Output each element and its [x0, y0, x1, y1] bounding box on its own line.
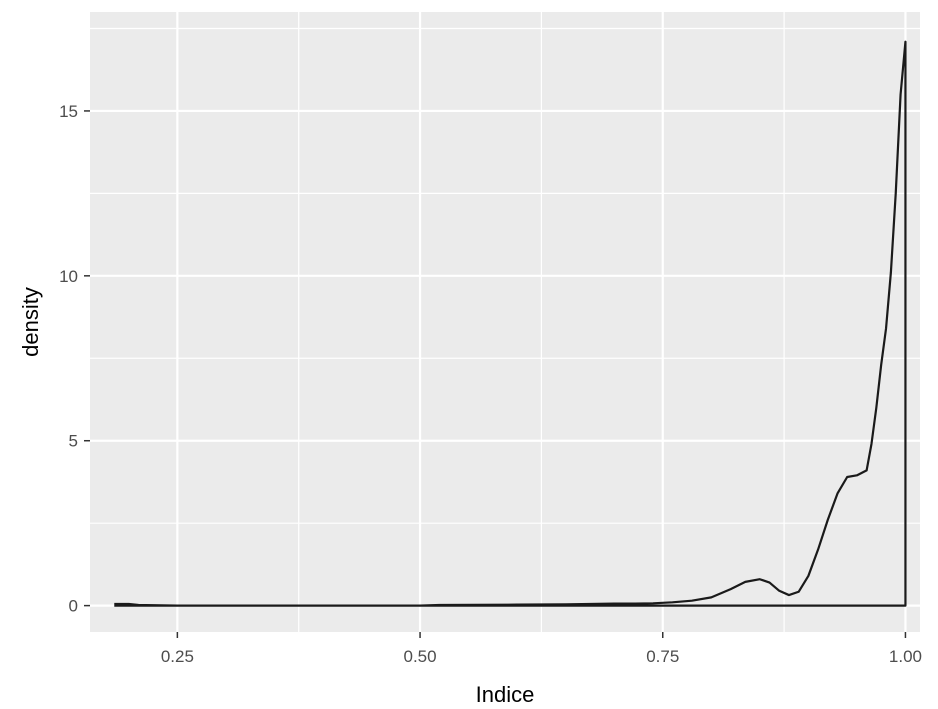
y-axis-title: density [18, 287, 43, 357]
y-tick-label: 15 [59, 102, 78, 121]
grid-minor [90, 12, 920, 632]
x-axis: 0.25 0.50 0.75 1.00 [161, 632, 922, 666]
y-tick-label: 0 [69, 597, 78, 616]
x-tick-label: 1.00 [889, 647, 922, 666]
density-curve [114, 40, 907, 607]
y-axis: 0 5 10 15 [59, 102, 90, 616]
x-tick-label: 0.25 [161, 647, 194, 666]
x-tick-label: 0.75 [646, 647, 679, 666]
y-tick-label: 5 [69, 432, 78, 451]
x-tick-label: 0.50 [404, 647, 437, 666]
y-tick-label: 10 [59, 267, 78, 286]
plot-panel [90, 12, 920, 632]
x-axis-title: Indice [476, 682, 535, 707]
